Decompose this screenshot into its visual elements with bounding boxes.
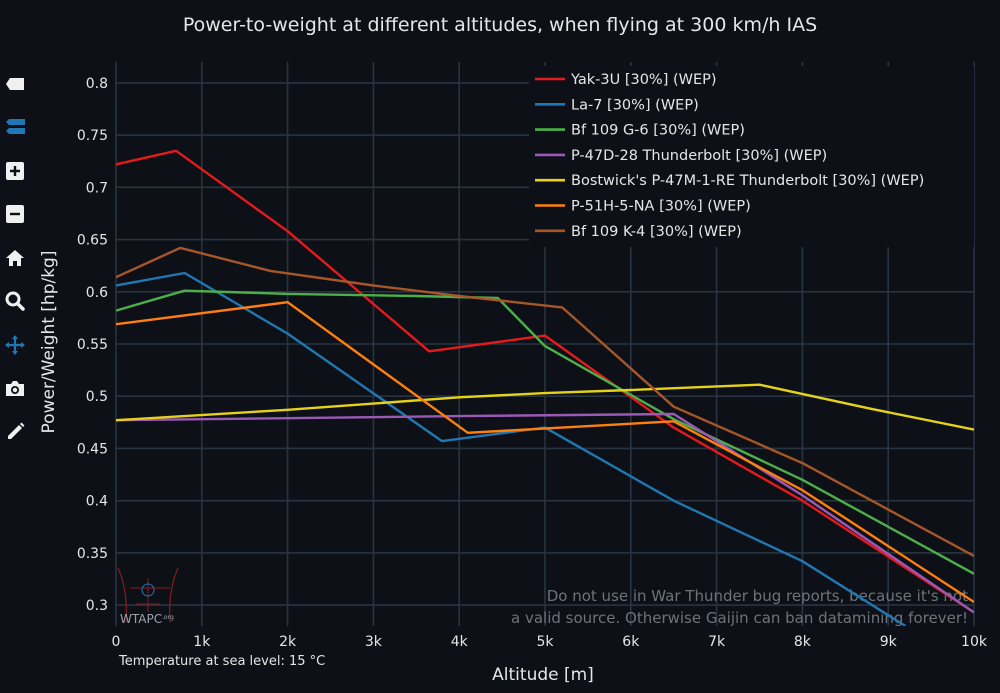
zoom-out-icon xyxy=(6,205,24,224)
series-line xyxy=(116,271,907,626)
y-tick-label: 0.6 xyxy=(86,285,108,301)
save-icon xyxy=(6,77,24,90)
zoom-icon xyxy=(5,291,25,311)
legend-item[interactable]: La-7 [30%] (WEP) xyxy=(535,97,699,113)
x-tick-label: 5k xyxy=(536,634,554,650)
legend-background xyxy=(529,66,974,248)
x-tick-label: 10k xyxy=(961,634,988,650)
temperature-note: Temperature at sea level: 15 °C xyxy=(118,654,325,669)
series-line xyxy=(116,246,974,558)
y-tick-label: 0.35 xyxy=(77,546,108,562)
legend-item[interactable]: Yak-3U [30%] (WEP) xyxy=(535,72,717,88)
legend-label: P-47D-28 Thunderbolt [30%] (WEP) xyxy=(571,148,827,164)
y-tick-label: 0.8 xyxy=(86,76,108,92)
home-icon xyxy=(6,249,24,266)
series-line xyxy=(116,412,974,614)
x-tick-label: 7k xyxy=(708,634,726,650)
zoom-in-button[interactable] xyxy=(0,149,30,193)
x-axis-label: Altitude [m] xyxy=(492,665,594,685)
legend-label: Yak-3U [30%] (WEP) xyxy=(570,72,717,88)
y-axis-label: Power/Weight [hp/kg] xyxy=(39,251,59,434)
legend-label: La-7 [30%] (WEP) xyxy=(571,97,699,113)
y-tick-label: 0.4 xyxy=(86,494,108,510)
legend-item[interactable]: P-51H-5-NA [30%] (WEP) xyxy=(535,199,751,215)
compare-button[interactable] xyxy=(0,106,30,150)
legend-label: Bf 109 K-4 [30%] (WEP) xyxy=(571,224,742,240)
x-tick-label: 4k xyxy=(451,634,469,650)
draw-button[interactable] xyxy=(0,410,30,454)
grid xyxy=(115,62,975,626)
x-tick-label: 0 xyxy=(112,634,121,650)
plot-toolbar xyxy=(0,62,30,454)
y-tick-label: 0.45 xyxy=(77,441,108,457)
y-tick-label: 0.5 xyxy=(86,389,108,405)
y-tick-label: 0.3 xyxy=(86,598,108,614)
legend-label: P-51H-5-NA [30%] (WEP) xyxy=(571,199,751,215)
download-plot-button[interactable] xyxy=(0,367,30,411)
watermark-line-1: Do not use in War Thunder bug reports, b… xyxy=(547,587,968,605)
series-line xyxy=(116,301,974,604)
legend-label: Bf 109 G-6 [30%] (WEP) xyxy=(571,123,745,139)
compare-icon xyxy=(6,119,25,135)
zoom-out-button[interactable] xyxy=(0,193,30,237)
x-tick-label: 1k xyxy=(193,634,211,650)
legend-item[interactable]: P-47D-28 Thunderbolt [30%] (WEP) xyxy=(535,148,827,164)
y-tick-label: 0.75 xyxy=(77,128,108,144)
watermark: WTAPC .org Do not use in War Thunder bug… xyxy=(117,567,968,627)
pan-button[interactable] xyxy=(0,323,30,367)
x-tick-label: 2k xyxy=(279,634,297,650)
legend-item[interactable]: Bf 109 G-6 [30%] (WEP) xyxy=(535,123,745,139)
axis-ticks: 0.3 0.35 0.4 0.45 0.5 0.55 0.6 0.65 0.7 0.75 0.8 0 1… xyxy=(77,76,988,650)
pan-icon xyxy=(5,334,25,355)
reset-axes-button[interactable] xyxy=(0,236,30,280)
chart-title: Power-to-weight at different altitudes, … xyxy=(183,14,817,36)
legend-item[interactable]: Bf 109 K-4 [30%] (WEP) xyxy=(535,224,742,240)
series-line xyxy=(116,383,974,431)
legend-label: Bostwick's P-47M-1-RE Thunderbolt [30%] … xyxy=(571,173,924,189)
x-tick-label: 9k xyxy=(880,634,898,650)
series-lines xyxy=(116,149,974,626)
pencil-icon xyxy=(7,422,24,440)
wtapc-logo-text: WTAPC xyxy=(120,612,162,626)
save-button[interactable] xyxy=(0,62,30,106)
x-tick-label: 6k xyxy=(622,634,640,650)
wtapc-logo: WTAPC .org xyxy=(117,567,179,626)
y-tick-label: 0.7 xyxy=(86,180,108,196)
series-line xyxy=(116,149,974,614)
y-tick-label: 0.55 xyxy=(77,337,108,353)
camera-icon xyxy=(6,380,24,396)
watermark-line-2: a valid source. Otherwise Gaijin can ban… xyxy=(511,609,968,627)
wtapc-logo-sub: .org xyxy=(162,614,174,621)
series-line xyxy=(116,289,974,575)
x-tick-label: 8k xyxy=(794,634,812,650)
x-tick-label: 3k xyxy=(365,634,383,650)
y-tick-label: 0.65 xyxy=(77,233,108,249)
zoom-in-icon xyxy=(6,161,24,180)
legend[interactable]: Yak-3U [30%] (WEP) La-7 [30%] (WEP) Bf 109… xyxy=(529,66,974,248)
legend-item[interactable]: Bostwick's P-47M-1-RE Thunderbolt [30%] … xyxy=(535,173,924,189)
zoom-button[interactable] xyxy=(0,280,30,324)
